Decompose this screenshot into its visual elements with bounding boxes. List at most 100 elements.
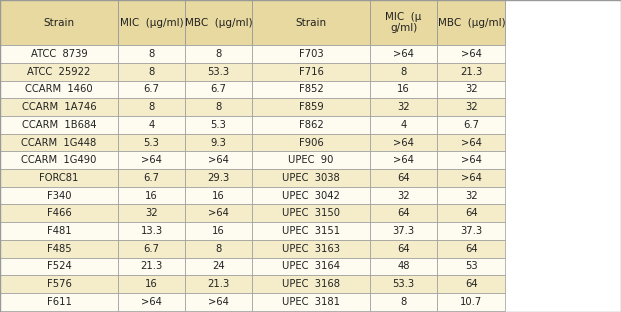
Bar [185, 204, 252, 222]
Text: 5.3: 5.3 [211, 120, 227, 130]
Text: F716: F716 [299, 67, 324, 77]
Bar [437, 204, 505, 222]
Bar [185, 63, 252, 80]
Text: F703: F703 [299, 49, 324, 59]
Bar [185, 151, 252, 169]
Bar [437, 151, 505, 169]
Text: Strain: Strain [296, 17, 327, 28]
Text: 64: 64 [465, 279, 478, 289]
Text: 10.7: 10.7 [460, 297, 483, 307]
Bar [437, 257, 505, 275]
Bar [0, 63, 118, 80]
Bar [437, 293, 505, 311]
Bar [252, 116, 370, 134]
Bar [437, 240, 505, 257]
Bar [0, 293, 118, 311]
Text: F859: F859 [299, 102, 324, 112]
Text: F481: F481 [47, 226, 71, 236]
Bar [252, 134, 370, 151]
Bar [370, 187, 437, 204]
Bar [0, 204, 118, 222]
Bar [118, 204, 185, 222]
Text: 21.3: 21.3 [140, 261, 163, 271]
Bar [0, 222, 118, 240]
Text: F611: F611 [47, 297, 71, 307]
Bar [118, 116, 185, 134]
Text: UPEC  3163: UPEC 3163 [282, 244, 340, 254]
Text: 32: 32 [465, 191, 478, 201]
Bar [370, 240, 437, 257]
Bar [252, 240, 370, 257]
Bar [252, 204, 370, 222]
Text: 8: 8 [148, 49, 155, 59]
Text: 53.3: 53.3 [392, 279, 415, 289]
Bar [185, 116, 252, 134]
Text: UPEC  3151: UPEC 3151 [282, 226, 340, 236]
Bar [370, 45, 437, 63]
Text: 8: 8 [401, 67, 407, 77]
Bar [0, 187, 118, 204]
Text: F576: F576 [47, 279, 71, 289]
Bar [370, 169, 437, 187]
Text: >64: >64 [141, 297, 162, 307]
Bar [370, 80, 437, 98]
Bar [370, 134, 437, 151]
Bar [118, 134, 185, 151]
Text: 32: 32 [145, 208, 158, 218]
Text: >64: >64 [393, 49, 414, 59]
Bar [437, 275, 505, 293]
Bar [0, 151, 118, 169]
Bar [370, 275, 437, 293]
Bar [252, 293, 370, 311]
Text: 8: 8 [401, 297, 407, 307]
Text: F906: F906 [299, 138, 324, 148]
Bar [437, 45, 505, 63]
Bar [0, 116, 118, 134]
Text: MBC  (μg/ml): MBC (μg/ml) [438, 17, 505, 28]
Bar [0, 257, 118, 275]
Bar [437, 222, 505, 240]
Bar [370, 293, 437, 311]
Text: 64: 64 [465, 244, 478, 254]
Bar [0, 240, 118, 257]
Bar [118, 275, 185, 293]
Text: CCARM  1G448: CCARM 1G448 [21, 138, 97, 148]
Bar [0, 45, 118, 63]
Text: 9.3: 9.3 [211, 138, 227, 148]
Text: 53.3: 53.3 [207, 67, 230, 77]
Text: 6.7: 6.7 [143, 85, 160, 95]
Bar [370, 222, 437, 240]
Bar [118, 257, 185, 275]
Text: UPEC  3181: UPEC 3181 [282, 297, 340, 307]
Bar [252, 222, 370, 240]
Text: 32: 32 [465, 102, 478, 112]
Bar [0, 80, 118, 98]
Text: 16: 16 [397, 85, 410, 95]
Text: 16: 16 [212, 226, 225, 236]
Bar [185, 0, 252, 45]
Text: 37.3: 37.3 [392, 226, 415, 236]
Text: 16: 16 [145, 191, 158, 201]
Bar [437, 98, 505, 116]
Text: 29.3: 29.3 [207, 173, 230, 183]
Text: 8: 8 [215, 102, 222, 112]
Bar [118, 293, 185, 311]
Text: UPEC  3168: UPEC 3168 [282, 279, 340, 289]
Bar [0, 134, 118, 151]
Bar [370, 98, 437, 116]
Text: 6.7: 6.7 [463, 120, 479, 130]
Bar [252, 275, 370, 293]
Text: 64: 64 [465, 208, 478, 218]
Text: 4: 4 [148, 120, 155, 130]
Bar [185, 98, 252, 116]
Bar [118, 98, 185, 116]
Bar [118, 80, 185, 98]
Text: 16: 16 [145, 279, 158, 289]
Text: 5.3: 5.3 [143, 138, 160, 148]
Text: MBC  (μg/ml): MBC (μg/ml) [185, 17, 252, 28]
Text: 64: 64 [397, 208, 410, 218]
Bar [118, 45, 185, 63]
Bar [252, 151, 370, 169]
Text: 8: 8 [148, 102, 155, 112]
Text: 6.7: 6.7 [211, 85, 227, 95]
